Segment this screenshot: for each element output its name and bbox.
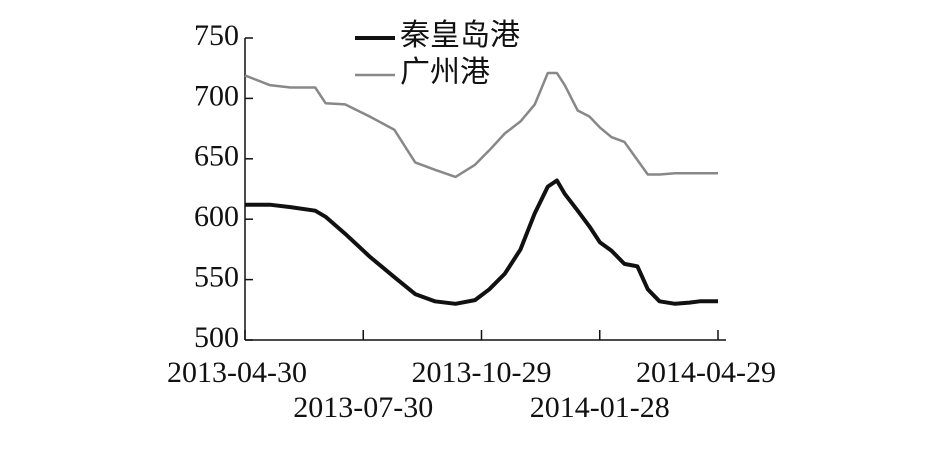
y-tick-label: 650 — [194, 140, 239, 173]
y-tick-label: 600 — [194, 200, 239, 233]
legend-label: 广州港 — [400, 56, 490, 89]
y-tick-label: 500 — [194, 321, 239, 354]
y-tick-label: 700 — [194, 79, 239, 112]
x-tick-label: 2013-04-30 — [167, 356, 307, 389]
x-tick-label: 2014-01-28 — [530, 391, 670, 424]
y-tick-label: 750 — [194, 19, 239, 52]
legend-label: 秦皇岛港 — [400, 19, 520, 52]
series-line — [245, 178, 718, 306]
x-tick-label: 2013-07-30 — [293, 391, 433, 424]
y-tick-label: 550 — [194, 260, 239, 293]
x-tick-label: 2013-10-29 — [412, 356, 552, 389]
x-tick-label: 2014-04-29 — [636, 356, 776, 389]
series-line — [244, 71, 718, 179]
